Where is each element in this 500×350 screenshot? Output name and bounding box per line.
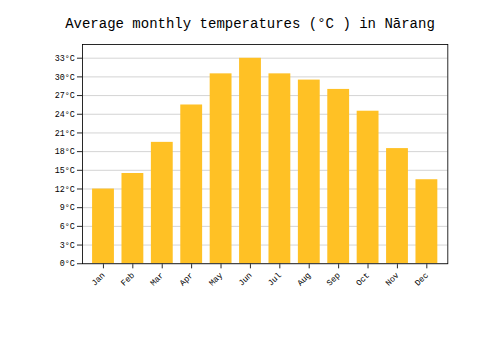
svg-text:Oct: Oct — [354, 271, 372, 289]
html-text:Average monthly temperatures (: Average monthly temperatures (°C ) in Nā… — [65, 16, 435, 32]
svg-text:30°C: 30°C — [55, 73, 75, 83]
svg-text:Dec: Dec — [413, 271, 431, 289]
svg-text:24°C: 24°C — [55, 110, 75, 120]
svg-text:15°C: 15°C — [55, 166, 75, 176]
svg-text:33°C: 33°C — [55, 54, 75, 64]
svg-text:Sep: Sep — [325, 271, 343, 289]
svg-text:Jul: Jul — [266, 271, 284, 289]
svg-text:21°C: 21°C — [55, 129, 75, 139]
svg-text:May: May — [207, 271, 225, 289]
svg-text:27°C: 27°C — [55, 91, 75, 101]
svg-text:Jan: Jan — [90, 271, 108, 289]
svg-text:Nov: Nov — [384, 271, 402, 289]
svg-text:6°C: 6°C — [60, 222, 75, 232]
svg-text:Aug: Aug — [296, 271, 314, 289]
svg-text:12°C: 12°C — [55, 185, 75, 195]
svg-text:3°C: 3°C — [60, 241, 75, 251]
svg-text:Feb: Feb — [119, 271, 137, 289]
svg-text:0°C: 0°C — [60, 259, 75, 269]
svg-text:Jun: Jun — [237, 271, 255, 289]
svg-text:9°C: 9°C — [60, 203, 75, 213]
svg-text:Apr: Apr — [178, 271, 196, 289]
svg-text:18°C: 18°C — [55, 147, 75, 157]
svg-text:Mar: Mar — [149, 271, 167, 289]
